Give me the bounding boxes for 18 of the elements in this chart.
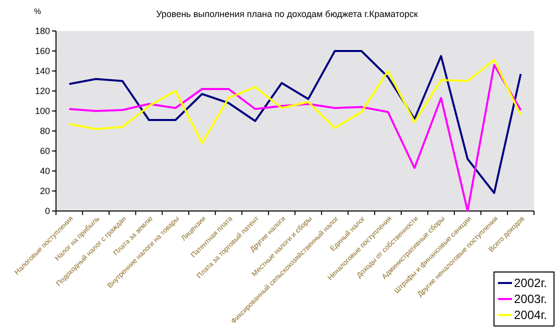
legend-label: 2004г. <box>514 308 547 322</box>
y-tick-label: 40 <box>40 166 50 176</box>
y-tick-label: 120 <box>34 86 50 96</box>
y-tick-label: 160 <box>34 46 50 56</box>
y-tick-label: 60 <box>40 146 50 156</box>
y-axis-title: % <box>34 7 42 16</box>
y-tick-label: 0 <box>44 206 50 216</box>
legend-label: 2002г. <box>514 276 547 290</box>
line-series <box>68 59 522 144</box>
y-tick-label: 100 <box>34 106 50 116</box>
y-tick-label: 140 <box>34 66 50 76</box>
y-tick-label: 180 <box>34 26 50 36</box>
line-series <box>68 64 522 212</box>
y-tick-label: 20 <box>40 186 50 196</box>
y-tick-label: 80 <box>40 126 50 136</box>
line-series <box>68 50 522 194</box>
legend-label: 2003г. <box>514 292 547 306</box>
chart-title: Уровень выполнения плана по доходам бюджета г.Краматорск <box>156 9 418 19</box>
